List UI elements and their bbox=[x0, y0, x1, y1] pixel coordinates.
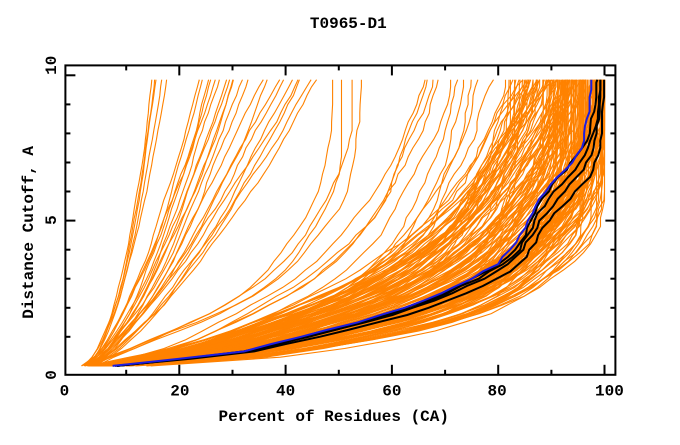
svg-text:0: 0 bbox=[43, 370, 61, 380]
svg-text:20: 20 bbox=[170, 382, 189, 400]
svg-text:100: 100 bbox=[595, 382, 624, 400]
svg-text:Percent of Residues (CA): Percent of Residues (CA) bbox=[219, 408, 449, 426]
svg-text:80: 80 bbox=[487, 382, 506, 400]
svg-text:10: 10 bbox=[43, 56, 61, 75]
svg-text:Distance Cutoff, A: Distance Cutoff, A bbox=[20, 146, 38, 319]
svg-text:5: 5 bbox=[43, 215, 61, 225]
svg-text:60: 60 bbox=[382, 382, 401, 400]
svg-text:40: 40 bbox=[276, 382, 295, 400]
svg-text:T0965-D1: T0965-D1 bbox=[310, 15, 387, 33]
svg-text:0: 0 bbox=[60, 382, 70, 400]
